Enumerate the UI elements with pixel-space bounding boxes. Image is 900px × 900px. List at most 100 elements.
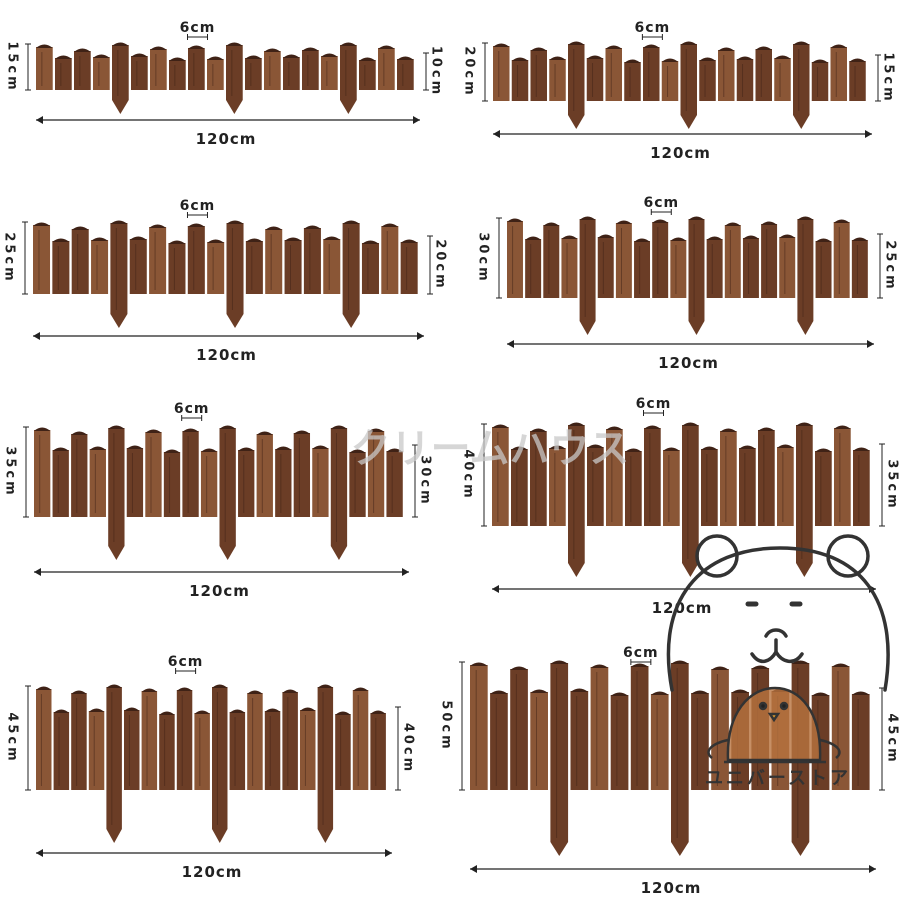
- picket-top: [630, 663, 649, 667]
- short-height-dimension: 30cm: [412, 444, 433, 518]
- stake-point: [317, 829, 334, 843]
- picket-top: [264, 48, 281, 52]
- picket-top: [226, 42, 243, 46]
- picket-top: [644, 425, 661, 429]
- picket-top: [71, 690, 87, 694]
- picket-top: [490, 690, 508, 694]
- picket-top: [342, 220, 360, 224]
- width-dimension: 120cm: [507, 340, 874, 372]
- tall-height-label: 45cm: [5, 712, 20, 763]
- picket: [300, 710, 316, 790]
- picket: [570, 691, 589, 790]
- stake-point: [108, 546, 125, 560]
- picket-top: [691, 690, 709, 694]
- picket-top: [682, 422, 699, 426]
- picket-top: [701, 446, 718, 450]
- picket-top: [129, 236, 147, 240]
- stake: [317, 687, 334, 829]
- picket-top: [182, 428, 199, 432]
- picket: [525, 239, 542, 298]
- arrow-right-icon: [869, 865, 876, 873]
- picket-top: [176, 687, 193, 691]
- picket-width-dimension: 6cm: [636, 396, 670, 416]
- picket: [163, 452, 181, 517]
- picket-width-dimension: 6cm: [180, 198, 214, 218]
- picket-top: [36, 44, 53, 48]
- picket-top: [724, 222, 741, 226]
- stake: [688, 219, 705, 321]
- stake-point: [226, 314, 244, 328]
- picket: [661, 61, 679, 101]
- picket-top: [361, 240, 379, 244]
- picket-top: [229, 709, 246, 713]
- picket: [282, 692, 298, 790]
- picket-top: [323, 236, 341, 240]
- width-dimension: 120cm: [493, 130, 872, 162]
- width-label: 120cm: [658, 354, 719, 372]
- picket: [670, 240, 687, 298]
- width-label: 120cm: [652, 599, 713, 617]
- stake: [680, 44, 697, 115]
- fence-45x40: 120cm 6cm 45cm 40cm: [5, 654, 416, 881]
- picket-top: [275, 446, 292, 450]
- picket-top: [149, 224, 167, 228]
- stake: [793, 44, 810, 115]
- arrow-left-icon: [470, 865, 477, 873]
- short-height-dimension: 15cm: [875, 52, 896, 104]
- picket-top: [834, 425, 851, 429]
- picket-top: [256, 431, 273, 435]
- picket: [53, 712, 70, 790]
- picket: [755, 49, 772, 101]
- stake: [212, 687, 228, 829]
- picket: [691, 693, 709, 790]
- picket-top: [624, 59, 641, 63]
- picket: [150, 49, 167, 90]
- picket-top: [530, 428, 547, 432]
- picket: [470, 665, 488, 790]
- picket: [587, 447, 604, 526]
- stake-point: [680, 115, 697, 129]
- pickets: [507, 218, 868, 298]
- picket: [597, 237, 614, 298]
- picket-top: [652, 219, 669, 223]
- picket-top: [194, 710, 210, 714]
- picket: [510, 669, 528, 790]
- stake-point: [568, 115, 585, 129]
- picket-top: [349, 449, 366, 453]
- width-label: 120cm: [189, 582, 250, 600]
- picket: [718, 50, 735, 101]
- picket-top: [671, 660, 689, 664]
- picket: [644, 428, 661, 526]
- picket-top: [370, 710, 386, 714]
- picket: [321, 56, 338, 90]
- tall-height-label: 35cm: [3, 446, 18, 497]
- picket: [182, 431, 199, 517]
- picket-top: [568, 422, 585, 426]
- picket: [610, 695, 629, 790]
- short-height-label: 15cm: [881, 52, 896, 103]
- picket-top: [587, 444, 604, 448]
- picket-top: [381, 223, 399, 227]
- picket-top: [493, 43, 510, 47]
- picket-top: [300, 707, 316, 711]
- arrow-left-icon: [492, 585, 499, 593]
- picket-top: [238, 447, 255, 451]
- short-height-label: 45cm: [885, 713, 900, 764]
- picket: [207, 242, 225, 294]
- picket-top: [312, 445, 329, 449]
- picket-top: [796, 422, 813, 426]
- width-label: 120cm: [182, 863, 243, 881]
- fence-40x35: 120cm 6cm 40cm 35cm: [461, 396, 900, 617]
- picket: [511, 60, 529, 101]
- picket-width-label: 6cm: [180, 20, 216, 36]
- picket: [352, 690, 369, 790]
- fence-20x15: 120cm 6cm 20cm 15cm: [462, 20, 896, 162]
- stake-point: [340, 100, 357, 114]
- picket-top: [53, 709, 70, 713]
- arrow-left-icon: [34, 568, 41, 576]
- picket: [724, 225, 741, 298]
- picket-top: [586, 55, 604, 59]
- stakes: [110, 220, 360, 328]
- picket-top: [340, 42, 357, 46]
- picket: [124, 710, 140, 790]
